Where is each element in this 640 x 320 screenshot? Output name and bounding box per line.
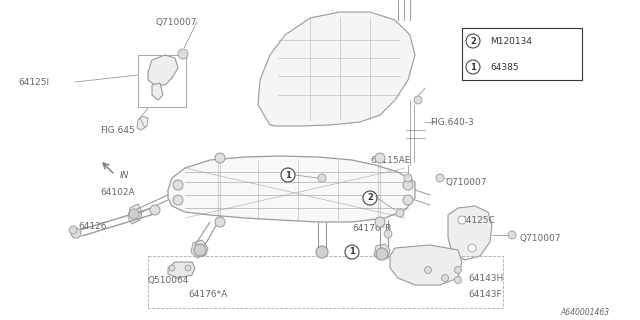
Circle shape [458,216,466,224]
Circle shape [466,34,480,48]
Text: FIG.640-3: FIG.640-3 [430,118,474,127]
Polygon shape [448,206,492,260]
Circle shape [345,245,359,259]
Text: Q710007: Q710007 [155,18,196,27]
Polygon shape [137,116,148,130]
Circle shape [194,244,206,256]
Circle shape [129,209,139,219]
Circle shape [403,180,413,190]
Text: A640001463: A640001463 [560,308,609,317]
Circle shape [318,174,326,182]
Text: 1: 1 [285,171,291,180]
Circle shape [375,217,385,227]
Circle shape [424,267,431,274]
Circle shape [71,228,81,238]
Text: 64125C: 64125C [460,216,495,225]
Text: M120134: M120134 [490,36,532,45]
Circle shape [376,248,388,260]
Polygon shape [374,244,390,260]
Circle shape [173,195,183,205]
Circle shape [375,153,385,163]
Circle shape [185,265,191,271]
Circle shape [178,49,188,59]
Circle shape [384,230,392,238]
Circle shape [169,265,175,271]
Polygon shape [128,204,142,224]
Circle shape [150,205,160,215]
Circle shape [404,174,412,182]
Text: 64102A: 64102A [100,188,134,197]
Text: 1: 1 [349,247,355,257]
Text: IN: IN [120,171,129,180]
Circle shape [316,246,328,258]
Polygon shape [148,55,178,85]
Text: 64143H: 64143H [468,274,503,283]
Text: 2: 2 [367,194,373,203]
Polygon shape [258,12,415,126]
Circle shape [363,191,377,205]
Polygon shape [152,83,163,100]
Polygon shape [168,262,195,278]
Text: Q710007: Q710007 [520,234,561,243]
Circle shape [466,60,480,74]
Circle shape [396,209,404,217]
Text: 2: 2 [470,36,476,45]
Text: 64115AE: 64115AE [370,156,410,165]
Circle shape [442,275,449,282]
Circle shape [173,180,183,190]
Circle shape [454,276,461,284]
Circle shape [468,244,476,252]
Text: Q510064: Q510064 [148,276,189,285]
Text: Q710007: Q710007 [445,178,486,187]
Circle shape [215,153,225,163]
Circle shape [508,231,516,239]
Circle shape [403,195,413,205]
Bar [462,28,582,80]
Text: 64126: 64126 [78,222,106,231]
Text: 1: 1 [470,62,476,71]
Text: 64125I: 64125I [18,78,49,87]
Bar [138,55,186,107]
Polygon shape [168,156,415,222]
Circle shape [414,96,422,104]
Text: 64143F: 64143F [468,290,502,299]
Circle shape [436,174,444,182]
Circle shape [215,217,225,227]
Polygon shape [390,245,462,285]
Circle shape [69,226,77,234]
Text: 64176*A: 64176*A [188,290,227,299]
Circle shape [454,267,461,274]
Text: 64176*B: 64176*B [352,224,391,233]
Circle shape [281,168,295,182]
Text: 64385: 64385 [490,62,518,71]
Text: FIG.645: FIG.645 [100,126,135,135]
Polygon shape [191,240,208,258]
Bar [148,256,503,308]
